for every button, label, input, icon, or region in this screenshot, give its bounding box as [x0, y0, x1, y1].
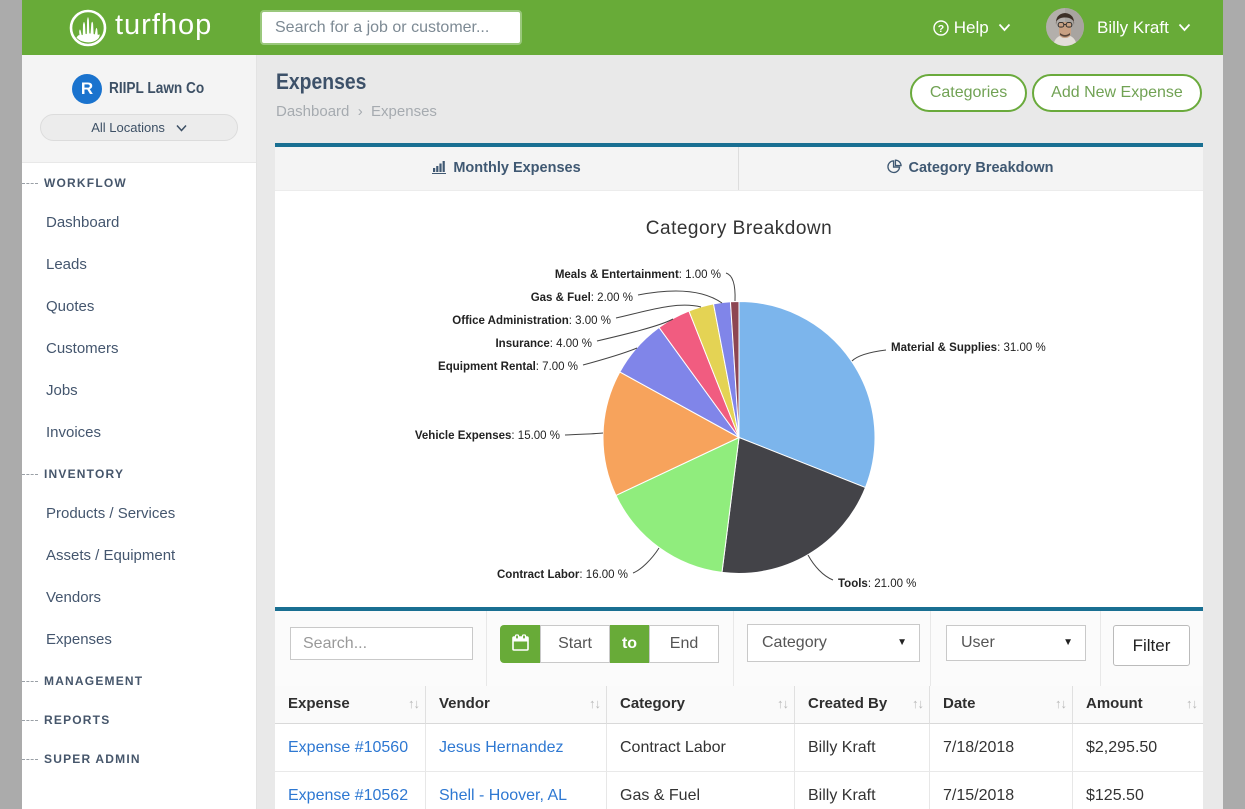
svg-text:Material & Supplies: 31.00 %: Material & Supplies: 31.00 % [891, 342, 1046, 354]
svg-text:Tools: 21.00 %: Tools: 21.00 % [838, 578, 916, 590]
svg-text:Equipment Rental: 7.00 %: Equipment Rental: 7.00 % [438, 361, 578, 373]
svg-text:Office Administration: 3.00 %: Office Administration: 3.00 % [452, 315, 611, 327]
svg-text:Contract Labor: 16.00 %: Contract Labor: 16.00 % [497, 569, 628, 581]
svg-text:Gas & Fuel: 2.00 %: Gas & Fuel: 2.00 % [531, 292, 633, 304]
svg-text:Meals & Entertainment: 1.00 %: Meals & Entertainment: 1.00 % [555, 269, 721, 281]
svg-text:Insurance: 4.00 %: Insurance: 4.00 % [495, 338, 592, 350]
svg-text:?: ? [938, 23, 944, 35]
svg-text:Vehicle Expenses: 15.00 %: Vehicle Expenses: 15.00 % [415, 430, 560, 442]
svg-text:Category Breakdown: Category Breakdown [646, 218, 832, 239]
